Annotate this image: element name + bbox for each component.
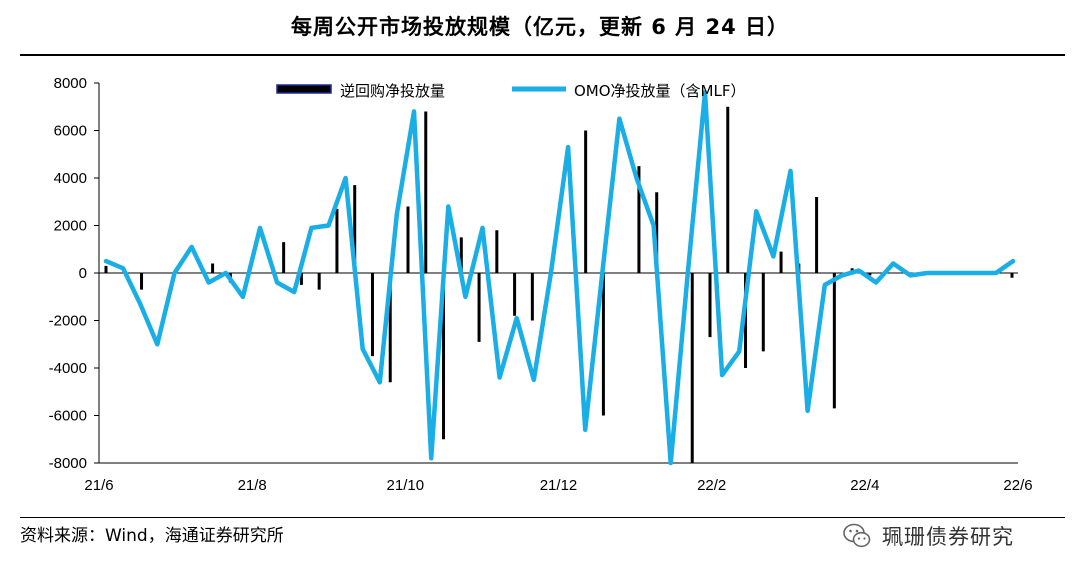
bar	[442, 273, 446, 440]
bar	[477, 273, 481, 342]
bar	[779, 251, 783, 273]
chart-area: 8000 6000 4000 2000 0 -2000 -4000 -6000 -8000 21/…	[49, 75, 1033, 494]
bar	[299, 273, 303, 285]
legend-bar-label: 逆回购净投放量	[340, 82, 445, 100]
wechat-icon	[843, 523, 871, 548]
y-tick-label: 6000	[54, 123, 87, 140]
bar	[353, 185, 357, 273]
legend-bar-swatch	[276, 84, 332, 94]
watermark-text: 珮珊债券研究	[882, 525, 1014, 549]
x-tick-label: 22/6	[1003, 477, 1032, 494]
bar	[140, 273, 144, 290]
y-tick-label: 8000	[54, 75, 87, 92]
y-tick-label: 0	[79, 265, 87, 282]
line-series	[103, 90, 1016, 466]
legend-line-label: OMO净投放量（含MLF）	[574, 82, 745, 100]
source-note: 资料来源：Wind，海通证券研究所	[20, 526, 284, 546]
y-tick-label: -2000	[49, 313, 87, 330]
bar	[832, 273, 836, 409]
x-tick-label: 22/2	[697, 477, 726, 494]
bar	[530, 273, 534, 321]
bar	[424, 111, 428, 273]
x-tick-label: 21/12	[540, 477, 578, 494]
bar	[459, 237, 463, 273]
omo-line	[103, 90, 1016, 466]
bar	[815, 197, 819, 273]
bar	[584, 130, 588, 273]
y-tick-label: -4000	[49, 360, 87, 377]
bar	[744, 273, 748, 368]
bar	[868, 273, 872, 276]
bar	[637, 166, 641, 273]
y-tick-label: -6000	[49, 408, 87, 425]
bar	[335, 208, 339, 273]
footer-rule	[20, 517, 1065, 518]
x-tick-label: 21/8	[238, 477, 267, 494]
legend: 逆回购净投放量 OMO净投放量（含MLF）	[276, 82, 745, 100]
bar	[601, 273, 605, 416]
bar	[317, 273, 321, 290]
bar	[282, 242, 286, 273]
bar	[388, 273, 392, 383]
bar	[690, 273, 694, 463]
bar	[1010, 273, 1014, 278]
bar-series	[104, 106, 1014, 463]
bar	[761, 273, 765, 352]
bar	[726, 106, 730, 273]
bar	[104, 265, 108, 273]
chart-title: 每周公开市场投放规模（亿元，更新 6 月 24 日）	[290, 15, 790, 39]
y-tick-label: 2000	[54, 218, 87, 235]
x-tick-label: 21/6	[84, 477, 113, 494]
bar	[513, 273, 517, 316]
watermark: 珮珊债券研究	[842, 520, 1014, 552]
y-tick-label: 4000	[54, 170, 87, 187]
bar	[708, 273, 712, 338]
x-tick-label: 21/10	[387, 477, 425, 494]
bar	[406, 206, 410, 273]
bar	[495, 230, 499, 273]
axes: 8000 6000 4000 2000 0 -2000 -4000 -6000 -8000 21/…	[49, 75, 1033, 494]
x-tick-label: 22/4	[850, 477, 879, 494]
bar	[211, 263, 215, 273]
bar	[655, 192, 659, 273]
title-rule	[20, 54, 1065, 56]
y-tick-label: -8000	[49, 455, 87, 472]
bar	[370, 273, 374, 357]
